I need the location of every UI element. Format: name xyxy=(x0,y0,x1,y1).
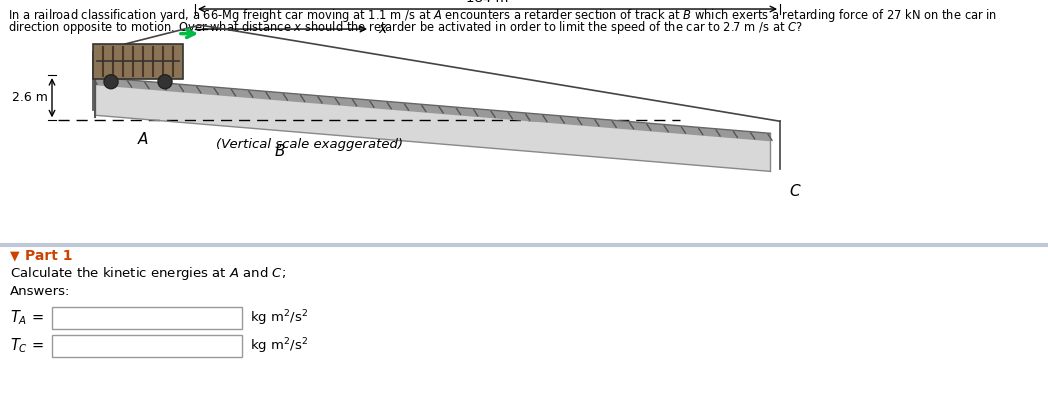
Circle shape xyxy=(158,75,172,89)
Circle shape xyxy=(104,75,118,89)
Text: $\it{A}$: $\it{A}$ xyxy=(137,131,149,147)
Text: $\it{x}$: $\it{x}$ xyxy=(378,22,389,36)
Text: $\it{C}$: $\it{C}$ xyxy=(789,183,802,200)
Bar xyxy=(93,44,183,79)
Text: Part 1: Part 1 xyxy=(25,249,72,263)
Text: $T_A$ =: $T_A$ = xyxy=(10,308,44,327)
Text: $\it{B}$: $\it{B}$ xyxy=(275,143,286,159)
Bar xyxy=(52,307,242,329)
Text: Answers:: Answers: xyxy=(10,285,70,298)
Text: kg m$^2$/s$^2$: kg m$^2$/s$^2$ xyxy=(250,308,308,327)
Text: Calculate the kinetic energies at $\it{A}$ and $\it{C}$;: Calculate the kinetic energies at $\it{A… xyxy=(10,265,286,282)
Polygon shape xyxy=(95,77,770,171)
Text: 184 m: 184 m xyxy=(466,0,508,5)
Text: kg m$^2$/s$^2$: kg m$^2$/s$^2$ xyxy=(250,336,308,356)
Text: $T_C$ =: $T_C$ = xyxy=(10,337,44,355)
Bar xyxy=(52,335,242,357)
Text: In a railroad classification yard, a 66-Mg freight car moving at 1.1 m /s at $\i: In a railroad classification yard, a 66-… xyxy=(8,7,998,24)
Text: (Vertical scale exaggerated): (Vertical scale exaggerated) xyxy=(217,138,403,151)
Text: direction opposite to motion. Over what distance $\it{x}$ should the retarder be: direction opposite to motion. Over what … xyxy=(8,19,803,36)
Text: 2.6 m: 2.6 m xyxy=(13,91,48,104)
Polygon shape xyxy=(95,77,770,141)
Text: ▼: ▼ xyxy=(10,249,20,262)
